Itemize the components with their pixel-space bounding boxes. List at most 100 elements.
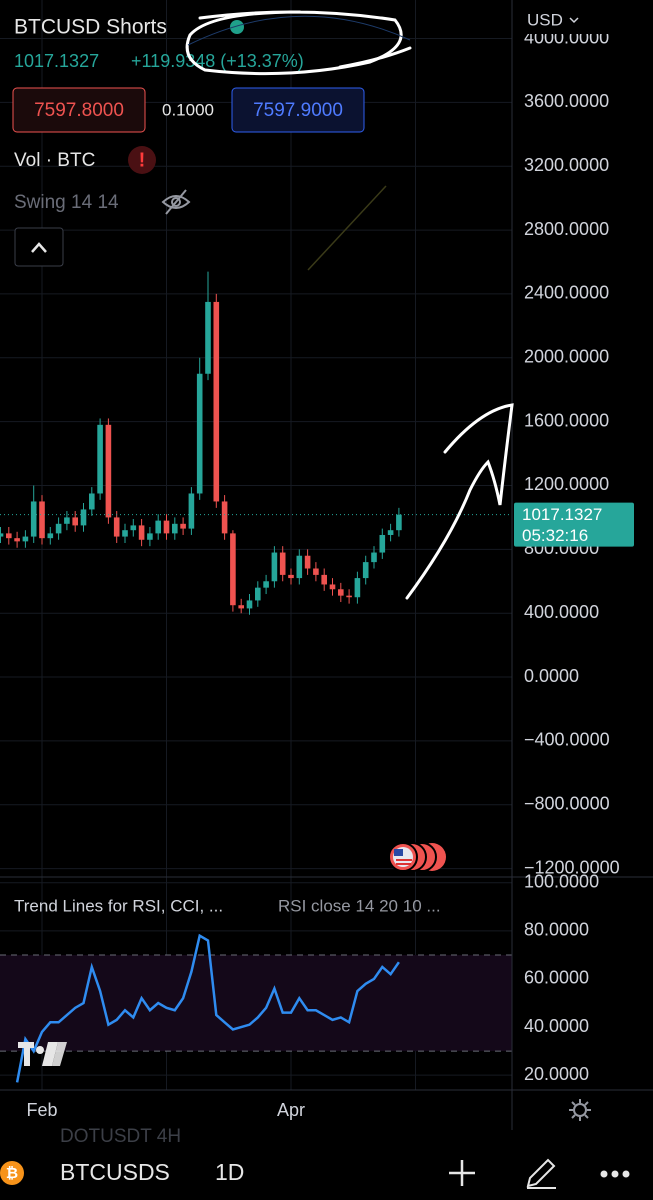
- indicator-title: Trend Lines for RSI, CCI, ...: [14, 896, 223, 915]
- spread: 0.1000: [162, 100, 214, 119]
- candle-body: [221, 501, 228, 534]
- candle-body: [14, 538, 20, 542]
- candle-body: [379, 534, 386, 553]
- candle-body: [39, 501, 45, 539]
- symbol-title[interactable]: BTCUSD Shorts: [14, 16, 167, 39]
- candle-body: [122, 530, 128, 537]
- candle-body: [271, 552, 278, 582]
- event-flags[interactable]: [388, 842, 446, 872]
- candle-body: [6, 533, 12, 539]
- rsi-band: [0, 954, 512, 1052]
- candle-body: [196, 373, 203, 494]
- y-tick-label: −800.0000: [524, 794, 610, 814]
- candle-body: [89, 493, 95, 510]
- candle-body: [213, 301, 220, 502]
- candle-body: [279, 552, 286, 575]
- candle-body: [55, 523, 62, 534]
- y-tick-label: 3200.0000: [524, 155, 609, 175]
- market-status: [230, 20, 244, 34]
- candle-body: [188, 493, 195, 529]
- ghost-symbol: DOTUSDT 4H: [60, 1126, 181, 1147]
- candle-body: [321, 574, 327, 585]
- x-tick-label: Apr: [277, 1100, 305, 1120]
- candle-body: [47, 533, 54, 539]
- candle-body: [329, 584, 336, 590]
- y-tick-label: 2400.0000: [524, 283, 609, 303]
- candle-body: [263, 581, 269, 588]
- currency-bg: [515, 8, 653, 34]
- candle-body: [80, 509, 87, 526]
- rsi-band-fill: [0, 954, 512, 1052]
- warning-icon[interactable]: [128, 146, 156, 174]
- indicator-label[interactable]: Swing 14 14: [14, 192, 119, 213]
- last-price: 1017.1327: [14, 51, 99, 71]
- candle-body: [230, 533, 236, 606]
- tv-logo: [18, 1042, 67, 1066]
- x-tick-label: Feb: [26, 1100, 57, 1120]
- y-tick-label: 1200.0000: [524, 474, 609, 494]
- candle-body: [113, 517, 120, 537]
- y-tick-label: 60.0000: [524, 968, 589, 988]
- candle-body: [97, 424, 103, 494]
- candle-body: [304, 555, 311, 569]
- candle-body: [180, 523, 186, 529]
- bitcoin-icon: [0, 1161, 24, 1185]
- hide-icon[interactable]: [161, 189, 191, 215]
- more-button[interactable]: [600, 1170, 630, 1178]
- candle-body: [147, 533, 153, 540]
- candle-body: [138, 525, 145, 540]
- draw-button[interactable]: [526, 1158, 556, 1189]
- candle-body: [22, 536, 29, 542]
- rsi-line: [15, 933, 400, 1083]
- candle-body: [396, 514, 402, 531]
- y-tick-label: 40.0000: [524, 1016, 589, 1036]
- y-tick-label: 20.0000: [524, 1064, 589, 1084]
- candle-body: [72, 517, 78, 526]
- candle-body: [163, 520, 170, 534]
- candle-body: [255, 587, 261, 601]
- candle-body: [205, 301, 211, 374]
- settings-icon[interactable]: [569, 1099, 591, 1121]
- y-tick-label: −400.0000: [524, 730, 610, 750]
- drawing-line: [307, 185, 387, 271]
- last-price-tag: [514, 502, 634, 547]
- y-tick-label: 2000.0000: [524, 347, 609, 367]
- volume-label[interactable]: Vol · BTC: [14, 150, 95, 171]
- y-tick-label: 0.0000: [524, 666, 579, 686]
- plots: Trend Lines for RSI, CCI, ... RSI close 1…: [0, 271, 512, 1083]
- candle-body: [371, 552, 377, 563]
- candle-body: [288, 574, 294, 579]
- candle-body: [346, 595, 352, 598]
- footer-symbol[interactable]: BTCUSDS: [60, 1159, 170, 1185]
- buy-button[interactable]: [231, 87, 365, 133]
- bitcoin-glyph: ₿: [6, 1165, 18, 1182]
- candle-body: [172, 523, 178, 534]
- price-change: +119.9348 (+13.37%): [131, 51, 304, 71]
- sell-price[interactable]: 7597.8000: [34, 100, 124, 121]
- candle-body: [64, 517, 70, 524]
- interval[interactable]: 1D: [215, 1159, 244, 1185]
- candle-body: [354, 578, 361, 598]
- currency[interactable]: USD: [527, 10, 563, 29]
- chevron-up: [31, 242, 47, 253]
- collapse-button[interactable]: [14, 227, 64, 267]
- y-tick-label: 80.0000: [524, 920, 589, 940]
- candle-body: [238, 605, 244, 609]
- y-tick-label: 3600.0000: [524, 91, 609, 111]
- add-button[interactable]: [449, 1160, 475, 1186]
- currency-caret: [569, 17, 579, 24]
- y-tick-label: 1600.0000: [524, 410, 609, 430]
- bottom-bar: [0, 1145, 653, 1200]
- candle-body: [130, 525, 137, 531]
- axes: −1200.0000 −800.0000 −400.0000 0.0000 400.00…: [26, 27, 634, 1120]
- candle-body: [387, 530, 394, 535]
- sell-button[interactable]: [12, 87, 146, 133]
- buy-price[interactable]: 7597.9000: [253, 100, 343, 121]
- last-price-label: 1017.1327: [522, 505, 602, 524]
- candle-body: [338, 589, 344, 596]
- candle-body: [362, 562, 369, 579]
- indicator-params: RSI close 14 20 10 ...: [278, 896, 441, 915]
- candle-body: [0, 533, 4, 537]
- warning-glyph: !: [139, 149, 146, 171]
- candle-body: [105, 424, 112, 518]
